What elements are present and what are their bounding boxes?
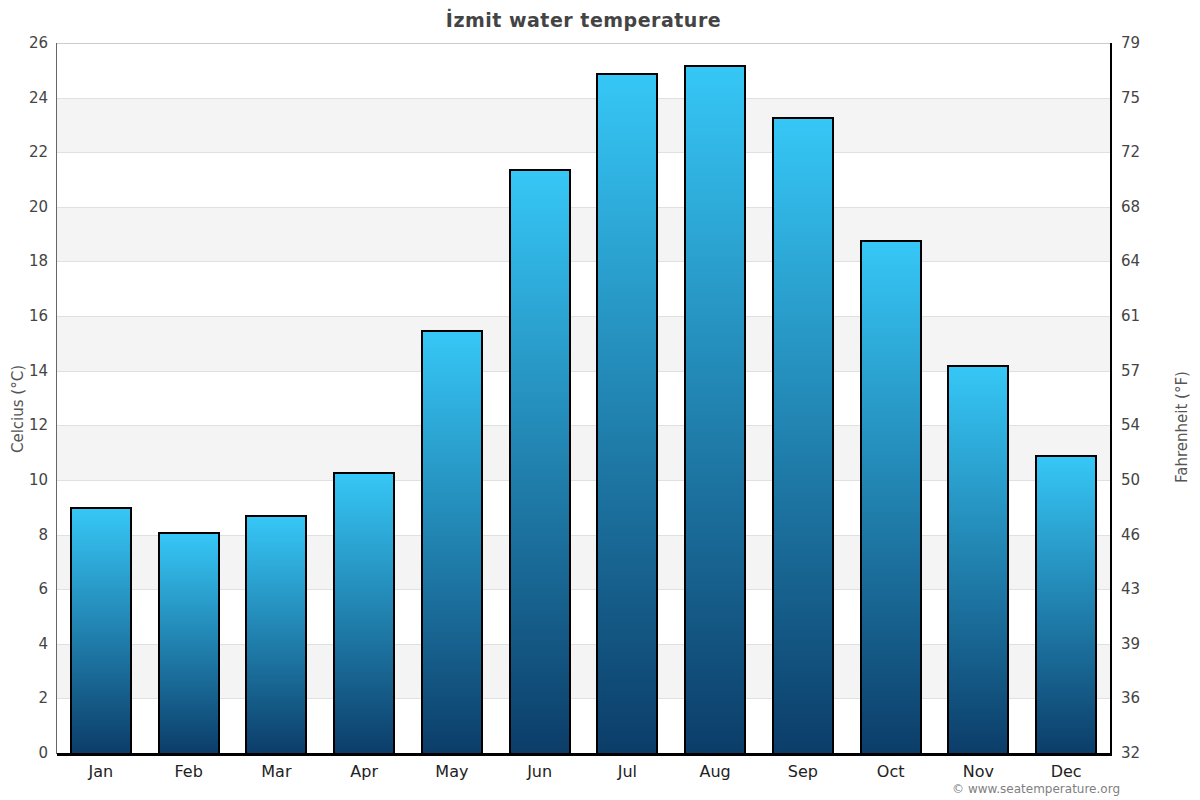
gridline xyxy=(57,261,1110,262)
bar-oct xyxy=(860,240,922,753)
y-tick-celsius-4: 4 xyxy=(8,635,48,653)
x-tick-oct: Oct xyxy=(847,762,935,781)
bar-nov xyxy=(947,365,1009,753)
y-tick-fahrenheit-75: 75 xyxy=(1121,89,1161,107)
gridline xyxy=(57,152,1110,153)
x-tick-jun: Jun xyxy=(496,762,584,781)
x-tick-sep: Sep xyxy=(759,762,847,781)
y-tick-celsius-8: 8 xyxy=(8,526,48,544)
x-tick-may: May xyxy=(408,762,496,781)
y-tick-fahrenheit-39: 39 xyxy=(1121,635,1161,653)
plot-stripe xyxy=(57,152,1110,207)
y-tick-celsius-6: 6 xyxy=(8,580,48,598)
y-axis-title-fahrenheit: Fahrenheit (°F) xyxy=(1173,347,1191,507)
x-tick-dec: Dec xyxy=(1022,762,1110,781)
y-tick-celsius-18: 18 xyxy=(8,252,48,270)
y-tick-fahrenheit-61: 61 xyxy=(1121,307,1161,325)
y-axis-title-celsius: Celcius (°C) xyxy=(9,329,27,489)
chart-title: İzmit water temperature xyxy=(57,9,1110,31)
y-tick-celsius-14: 14 xyxy=(8,362,48,380)
y-tick-fahrenheit-54: 54 xyxy=(1121,416,1161,434)
gridline xyxy=(57,98,1110,99)
x-tick-aug: Aug xyxy=(671,762,759,781)
x-tick-jul: Jul xyxy=(584,762,672,781)
y-tick-fahrenheit-50: 50 xyxy=(1121,471,1161,489)
bar-may xyxy=(421,330,483,753)
gridline xyxy=(57,207,1110,208)
x-tick-apr: Apr xyxy=(320,762,408,781)
y-tick-celsius-26: 26 xyxy=(8,34,48,52)
x-tick-mar: Mar xyxy=(233,762,321,781)
plot-stripe xyxy=(57,207,1110,262)
y-tick-celsius-16: 16 xyxy=(8,307,48,325)
y-tick-fahrenheit-72: 72 xyxy=(1121,143,1161,161)
x-axis-line xyxy=(57,753,1112,756)
bar-mar xyxy=(245,515,307,753)
y-tick-fahrenheit-68: 68 xyxy=(1121,198,1161,216)
y-tick-fahrenheit-57: 57 xyxy=(1121,362,1161,380)
y-tick-fahrenheit-64: 64 xyxy=(1121,252,1161,270)
bar-dec xyxy=(1035,455,1097,753)
plot-stripe xyxy=(57,43,1110,98)
x-tick-nov: Nov xyxy=(935,762,1023,781)
bar-apr xyxy=(333,472,395,753)
bar-jun xyxy=(509,169,571,753)
bar-aug xyxy=(684,65,746,753)
y-axis-line-right xyxy=(1110,43,1112,754)
gridline xyxy=(57,316,1110,317)
y-tick-fahrenheit-43: 43 xyxy=(1121,580,1161,598)
x-tick-feb: Feb xyxy=(145,762,233,781)
y-tick-celsius-0: 0 xyxy=(8,744,48,762)
plot-stripe xyxy=(57,98,1110,153)
plot-stripe xyxy=(57,316,1110,371)
y-tick-celsius-10: 10 xyxy=(8,471,48,489)
bar-jul xyxy=(596,73,658,753)
y-axis-line-left xyxy=(56,43,57,754)
y-tick-celsius-2: 2 xyxy=(8,689,48,707)
plot-stripe xyxy=(57,261,1110,316)
gridline xyxy=(57,43,1110,44)
y-tick-fahrenheit-46: 46 xyxy=(1121,526,1161,544)
bar-jan xyxy=(70,507,132,753)
x-tick-jan: Jan xyxy=(57,762,145,781)
y-tick-fahrenheit-32: 32 xyxy=(1121,744,1161,762)
y-tick-fahrenheit-36: 36 xyxy=(1121,689,1161,707)
y-tick-fahrenheit-79: 79 xyxy=(1121,34,1161,52)
y-tick-celsius-22: 22 xyxy=(8,143,48,161)
bar-feb xyxy=(158,532,220,753)
bar-sep xyxy=(772,117,834,753)
y-tick-celsius-20: 20 xyxy=(8,198,48,216)
copyright-credit: © www.seatemperature.org xyxy=(820,782,1120,796)
plot-area xyxy=(57,43,1110,753)
chart-canvas: İzmit water temperature Celcius (°C) Fah… xyxy=(0,0,1200,800)
y-tick-celsius-12: 12 xyxy=(8,416,48,434)
y-tick-celsius-24: 24 xyxy=(8,89,48,107)
